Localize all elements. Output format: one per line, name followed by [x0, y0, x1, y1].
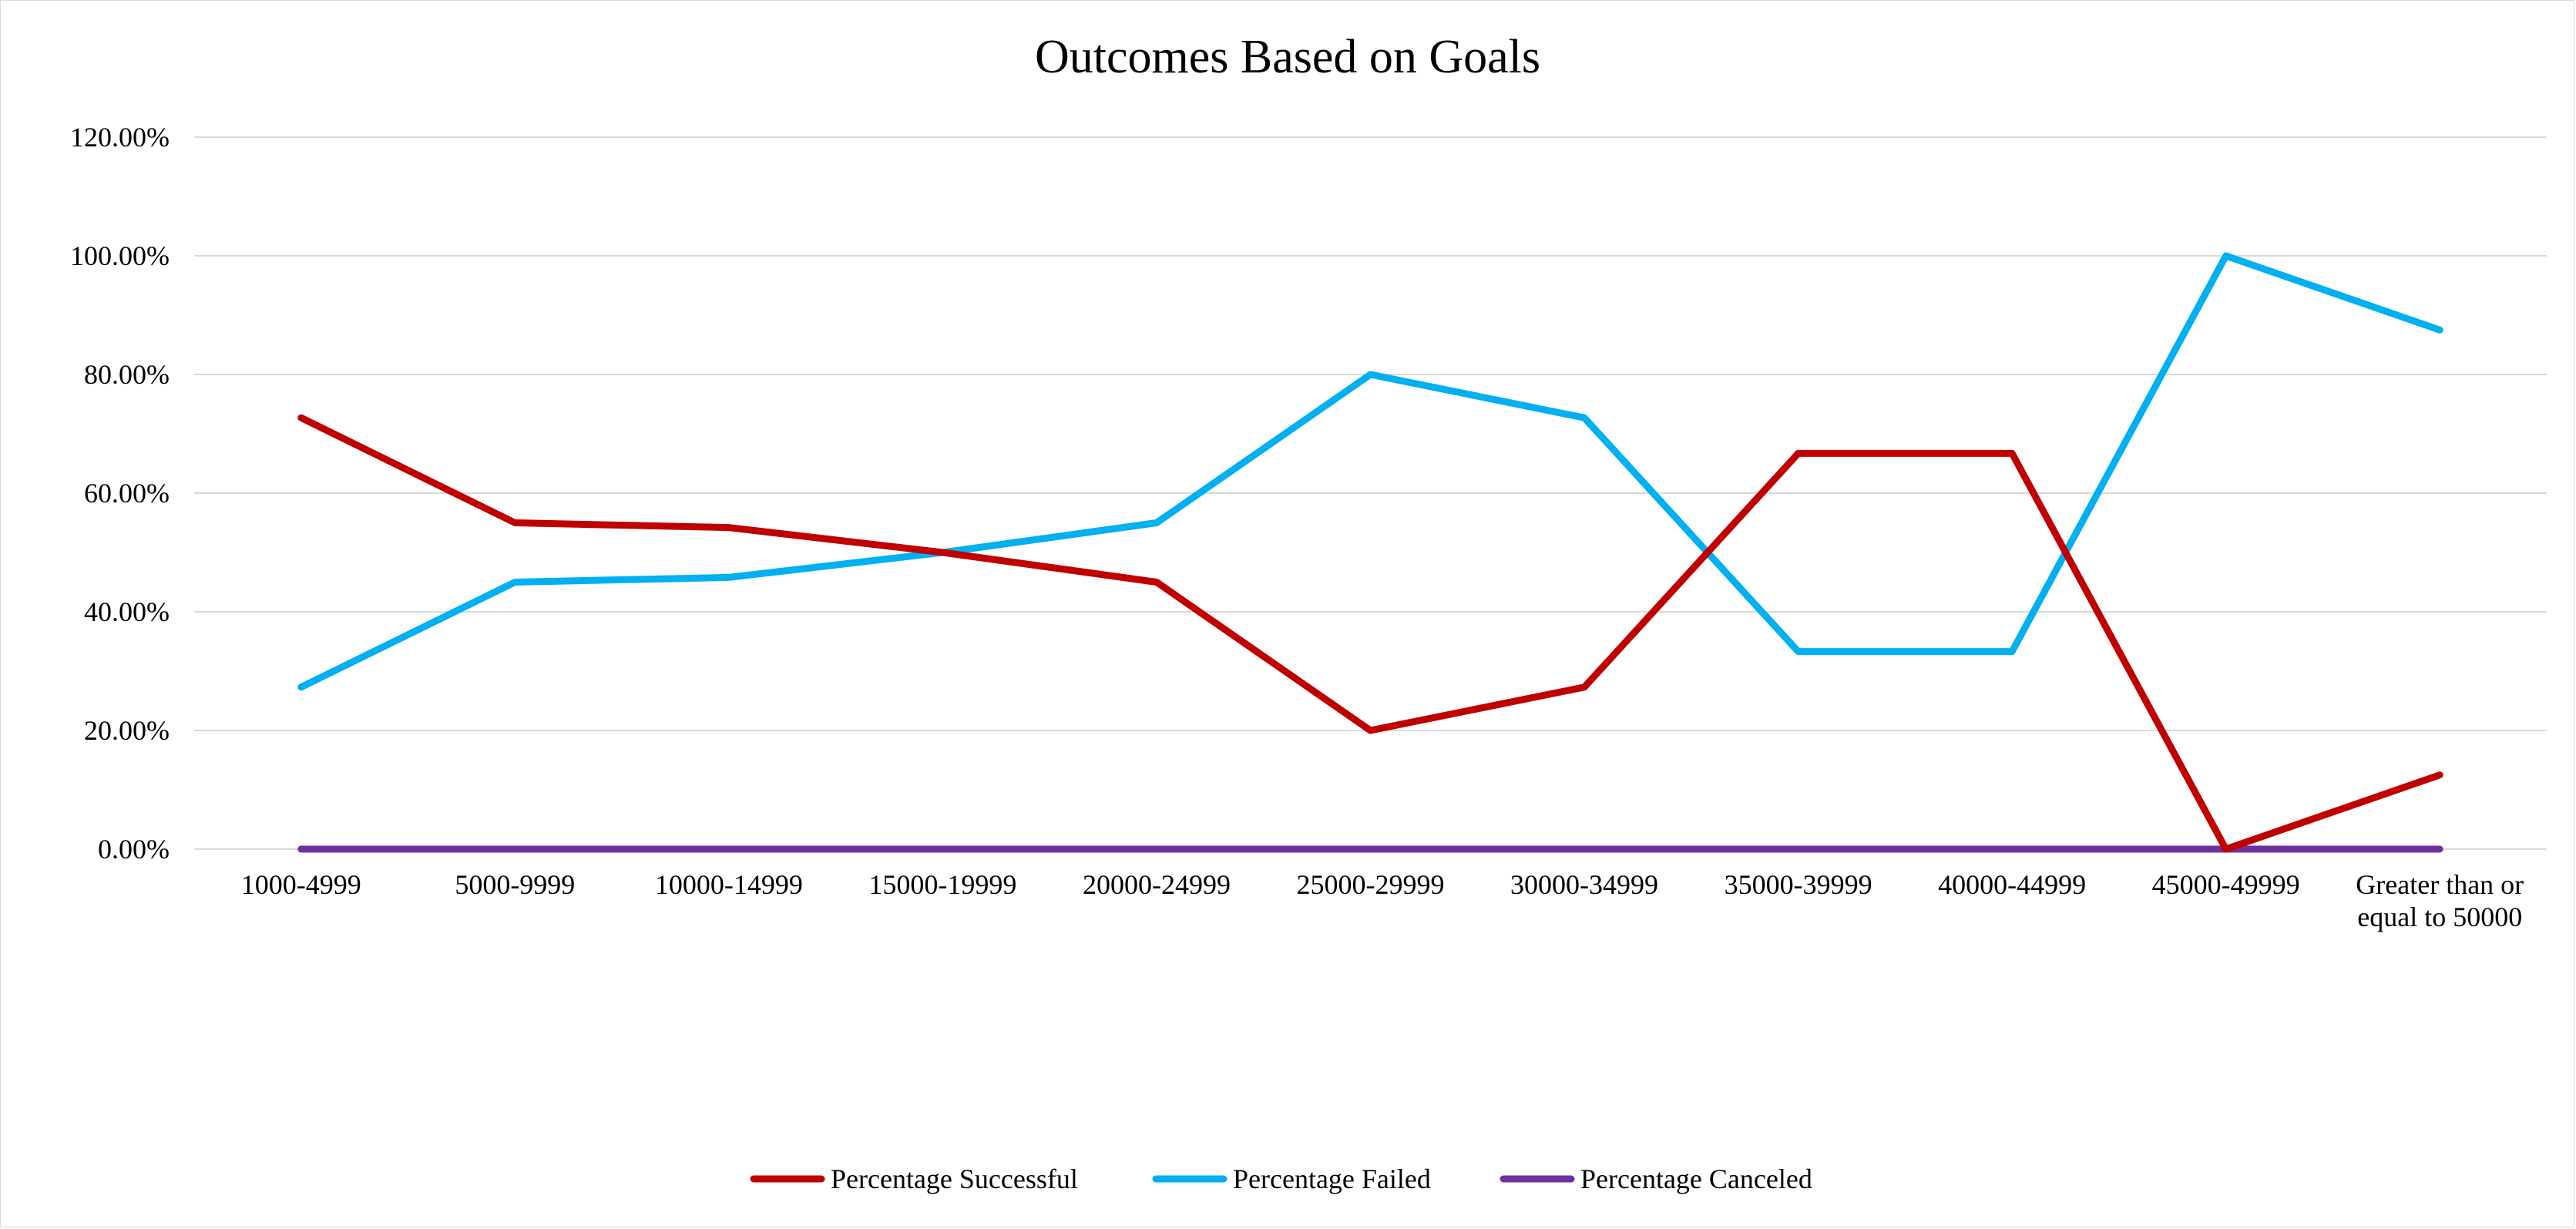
- data-point: [1156, 522, 1157, 523]
- x-tick-label: 45000-49999: [2152, 869, 2300, 900]
- data-point: [2225, 848, 2227, 850]
- data-point: [514, 582, 516, 583]
- y-tick-label: 20.00%: [84, 715, 170, 746]
- data-point: [2011, 452, 2013, 454]
- legend-label: Percentage Successful: [831, 1164, 1078, 1194]
- y-tick-label: 100.00%: [70, 240, 170, 271]
- data-point: [2011, 848, 2013, 850]
- x-tick-label: 25000-29999: [1297, 869, 1445, 900]
- data-point: [514, 848, 516, 850]
- x-tick-label: 35000-39999: [1725, 869, 1872, 900]
- legend-label: Percentage Canceled: [1580, 1164, 1812, 1194]
- x-tick-label: 20000-24999: [1083, 869, 1231, 900]
- data-point: [1370, 730, 1371, 731]
- x-tick-label: 15000-19999: [868, 869, 1016, 900]
- x-tick-label: 5000-9999: [455, 869, 575, 900]
- series-line-percentage-successful: [297, 414, 2443, 853]
- y-tick-label: 40.00%: [84, 596, 170, 627]
- series-lines: [297, 252, 2443, 853]
- data-point: [1584, 848, 1585, 850]
- legend: Percentage Successful Percentage Failed Pe…: [750, 1164, 1812, 1194]
- x-axis-tick-labels: 1000-4999 5000-9999 10000-14999 15000-19999…: [241, 869, 2524, 932]
- legend-label: Percentage Failed: [1233, 1164, 1431, 1194]
- data-point: [942, 552, 943, 553]
- x-tick-label: 1000-4999: [241, 869, 361, 900]
- data-point: [942, 848, 943, 850]
- y-tick-label: 60.00%: [84, 478, 170, 509]
- x-tick-label: 10000-14999: [655, 869, 803, 900]
- data-point: [728, 848, 730, 850]
- y-tick-label: 0.00%: [98, 834, 170, 865]
- data-point: [728, 576, 730, 578]
- data-point: [1156, 848, 1157, 850]
- data-point: [2011, 651, 2013, 653]
- data-point: [1156, 582, 1157, 583]
- data-point: [1370, 848, 1371, 850]
- data-point: [2225, 255, 2227, 257]
- chart-title: Outcomes Based on Goals: [1035, 31, 1540, 83]
- y-tick-label: 80.00%: [84, 359, 170, 390]
- data-point: [728, 527, 730, 529]
- data-point: [514, 522, 516, 523]
- series-line-percentage-failed: [297, 252, 2443, 691]
- gridlines: [194, 136, 2547, 850]
- x-tick-label: 40000-44999: [1938, 869, 2086, 900]
- y-axis-tick-labels: 0.00% 20.00% 40.00% 60.00% 80.00% 100.00% 120.…: [70, 122, 170, 865]
- data-point: [1370, 374, 1371, 375]
- x-tick-label: Greater than or equal to 50000: [2356, 869, 2524, 932]
- x-tick-label: 30000-34999: [1510, 869, 1658, 900]
- y-tick-label: 120.00%: [70, 122, 170, 153]
